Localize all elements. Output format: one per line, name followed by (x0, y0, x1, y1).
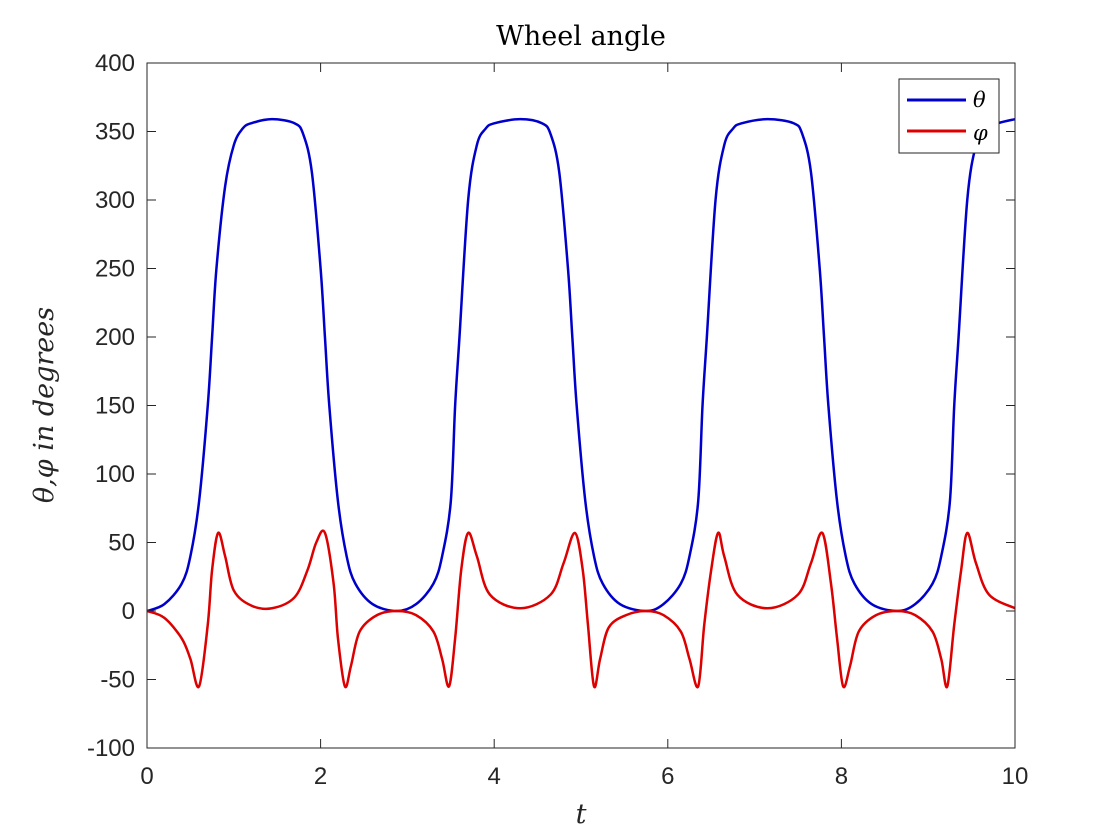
legend-label-theta: θ (973, 88, 986, 112)
y-tick-label: -100 (87, 735, 135, 762)
ticks-layer: 0 2 4 6 8 10 -100 -50 0 50 100 150 200 250 300 350 400 (87, 50, 1028, 790)
chart-title: Wheel angle (496, 21, 666, 52)
y-tick-label: 400 (95, 50, 135, 77)
y-tick-label: 150 (95, 393, 135, 420)
series-layer (146, 117, 1016, 689)
plot-area (147, 63, 1015, 748)
y-axis-label: θ,φ in degrees (29, 307, 60, 503)
x-tick-label: 6 (661, 763, 674, 790)
x-tick-label: 4 (488, 763, 501, 790)
x-tick-label: 2 (314, 763, 327, 790)
x-tick-label: 0 (140, 763, 153, 790)
y-tick-label: 0 (122, 598, 135, 625)
series-phi-line (146, 529, 1016, 689)
y-tick-label: -50 (100, 667, 135, 694)
legend-label-phi: φ (973, 121, 988, 145)
x-tick-label: 10 (1002, 763, 1029, 790)
y-tick-label: 50 (108, 530, 135, 557)
y-tick-label: 250 (95, 256, 135, 283)
y-tick-label: 200 (95, 324, 135, 351)
legend: θ φ (898, 78, 1000, 154)
series-theta-line (146, 117, 1016, 613)
y-tick-label: 350 (95, 119, 135, 146)
x-axis-label: t (576, 799, 587, 830)
legend-box (898, 78, 1000, 154)
y-tick-label: 100 (95, 461, 135, 488)
y-tick-label: 300 (95, 187, 135, 214)
x-tick-label: 8 (835, 763, 848, 790)
